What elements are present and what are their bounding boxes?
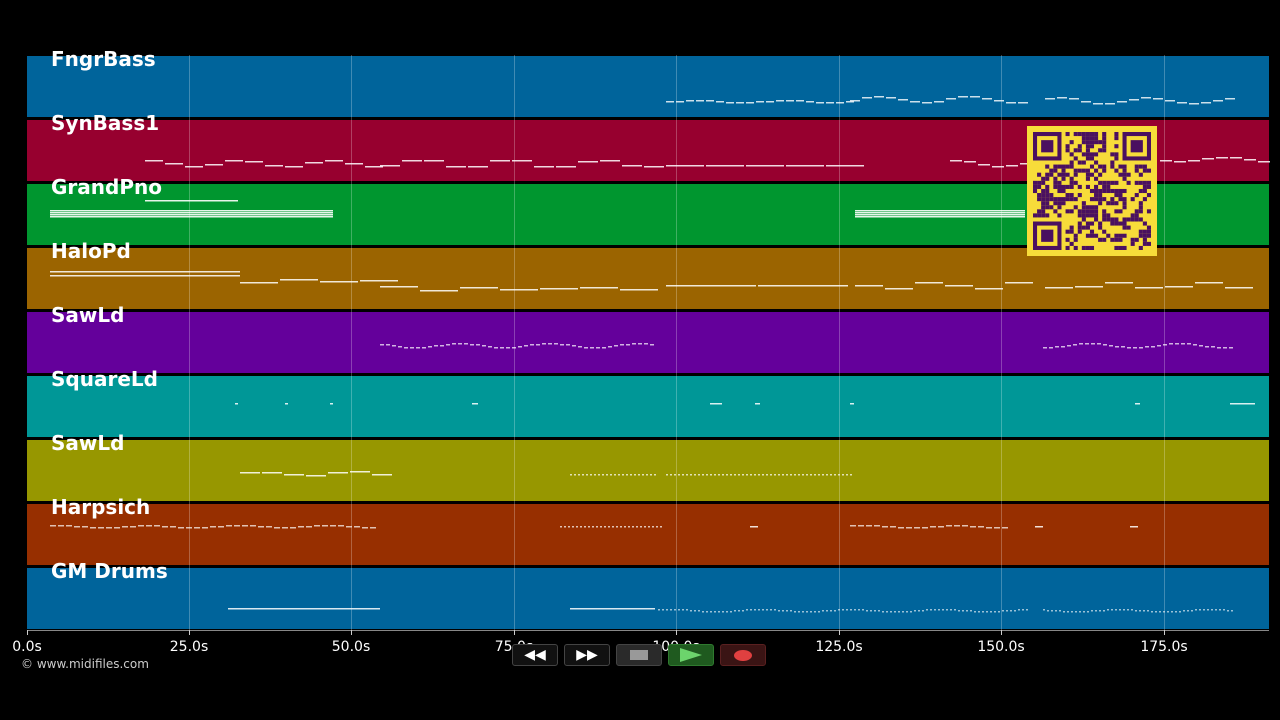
track-label: SynBass1 (51, 111, 160, 135)
rewind-button[interactable]: ◀◀ (512, 644, 558, 666)
track-label: GM Drums (51, 559, 168, 583)
gridline (1164, 55, 1165, 631)
gridline (676, 55, 677, 631)
track-label: FngrBass (51, 47, 156, 71)
fast-forward-icon: ▶▶ (576, 647, 598, 663)
tick-mark (351, 630, 352, 635)
tick-mark (189, 630, 190, 635)
transport-controls: ◀◀ ▶▶ (512, 644, 766, 668)
track-lane: Harpsich (27, 495, 1269, 565)
tick-label: 25.0s (169, 639, 209, 655)
track-label: SawLd (51, 303, 125, 327)
tick-mark (839, 630, 840, 635)
tick-label: 50.0s (331, 639, 371, 655)
record-icon (734, 649, 752, 661)
gridline (1001, 55, 1002, 631)
stop-button[interactable] (616, 644, 662, 666)
fast-forward-button[interactable]: ▶▶ (564, 644, 610, 666)
tick-label: 150.0s (977, 639, 1025, 655)
tick-mark (676, 630, 677, 635)
timeline-axis (27, 630, 1269, 631)
tick-mark (27, 630, 28, 635)
gridline (189, 55, 190, 631)
tick-label: 175.0s (1140, 639, 1188, 655)
tick-mark (514, 630, 515, 635)
track-lane: HaloPd (27, 239, 1269, 309)
play-icon (680, 648, 702, 662)
tick-label: 125.0s (815, 639, 863, 655)
track-label: HaloPd (51, 239, 131, 263)
track-lane: SquareLd (27, 367, 1269, 437)
gridline (839, 55, 840, 631)
copyright-text: © www.midifiles.com (21, 657, 149, 671)
track-lane: FngrBass (27, 47, 1269, 117)
stop-icon (630, 650, 648, 660)
tick-label: 0.0s (12, 639, 42, 655)
record-button[interactable] (720, 644, 766, 666)
track-label: SawLd (51, 431, 125, 455)
play-button[interactable] (668, 644, 714, 666)
tick-mark (1164, 630, 1165, 635)
track-label: Harpsich (51, 495, 151, 519)
qr-code (1027, 126, 1157, 256)
track-label: GrandPno (51, 175, 162, 199)
gridline (514, 55, 515, 631)
gridline (351, 55, 352, 631)
track-lane: GM Drums (27, 559, 1269, 629)
track-lane: SawLd (27, 303, 1269, 373)
qr-code-icon (1033, 132, 1151, 250)
tick-mark (1001, 630, 1002, 635)
rewind-icon: ◀◀ (524, 647, 546, 663)
track-label: SquareLd (51, 367, 158, 391)
track-lane: SawLd (27, 431, 1269, 501)
